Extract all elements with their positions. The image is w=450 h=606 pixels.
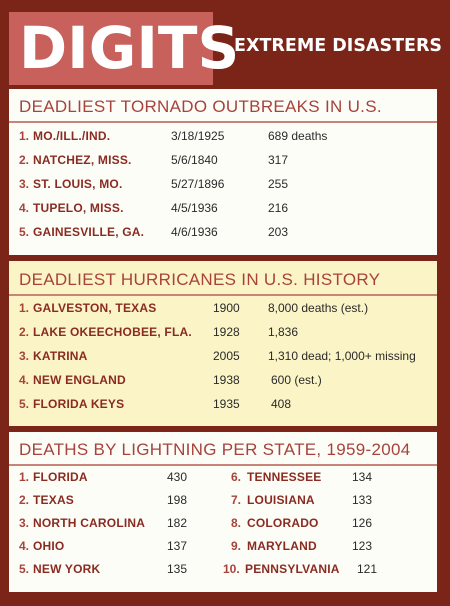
place: ST. LOUIS, MO. <box>33 177 123 191</box>
deaths: 216 <box>268 201 289 215</box>
year: 1928 <box>213 325 240 339</box>
year: 1900 <box>213 301 240 315</box>
table-row: 2. TEXAS 198 7. LOUISIANA 133 <box>9 490 437 510</box>
deaths: 134 <box>352 470 373 484</box>
deaths: 133 <box>352 493 373 507</box>
deaths: 255 <box>268 177 289 191</box>
digits-label: DIGITS <box>19 14 240 82</box>
state: TEXAS <box>33 493 75 507</box>
place: MO./ILL./IND. <box>33 129 111 143</box>
deaths: 203 <box>268 225 289 239</box>
deaths: 123 <box>352 539 373 553</box>
deaths: 137 <box>167 539 188 553</box>
state: OHIO <box>33 539 65 553</box>
tornado-panel: DEADLIEST TORNADO OUTBREAKS IN U.S. 1. M… <box>9 89 437 255</box>
table-row: 1. MO./ILL./IND. 3/18/1925 689 deaths <box>9 126 437 146</box>
rank: 5. <box>19 225 30 239</box>
rank: 5. <box>19 562 30 576</box>
deaths: 689 deaths <box>268 129 328 143</box>
table-row: 4. NEW ENGLAND 1938 600 (est.) <box>9 370 437 390</box>
deaths: 600 (est.) <box>271 373 322 387</box>
deaths: 198 <box>167 493 188 507</box>
date: 5/27/1896 <box>171 177 225 191</box>
rank: 5. <box>19 397 30 411</box>
rank: 1. <box>19 301 30 315</box>
state: COLORADO <box>247 516 319 530</box>
deaths: 1,310 dead; 1,000+ missing <box>268 349 416 363</box>
deaths: 8,000 deaths (est.) <box>268 301 369 315</box>
year: 1938 <box>213 373 240 387</box>
rank: 9. <box>231 539 242 553</box>
table-row: 5. FLORIDA KEYS 1935 408 <box>9 394 437 414</box>
year: 1935 <box>213 397 240 411</box>
deaths: 182 <box>167 516 188 530</box>
rank: 2. <box>19 493 30 507</box>
date: 4/6/1936 <box>171 225 218 239</box>
state: NEW YORK <box>33 562 101 576</box>
state: TENNESSEE <box>247 470 322 484</box>
state: PENNSYLVANIA <box>245 562 340 576</box>
state: LOUISIANA <box>247 493 315 507</box>
date: 5/6/1840 <box>171 153 218 167</box>
table-row: 5. NEW YORK 135 10. PENNSYLVANIA 121 <box>9 559 437 579</box>
state: MARYLAND <box>247 539 317 553</box>
hurricane-name: GALVESTON, TEXAS <box>33 301 157 315</box>
table-row: 3. NORTH CAROLINA 182 8. COLORADO 126 <box>9 513 437 533</box>
table-row: 2. LAKE OKEECHOBEE, FLA. 1928 1,836 <box>9 322 437 342</box>
rank: 1. <box>19 129 30 143</box>
place: NATCHEZ, MISS. <box>33 153 132 167</box>
place: TUPELO, MISS. <box>33 201 124 215</box>
rank: 2. <box>19 325 30 339</box>
deaths: 126 <box>352 516 373 530</box>
table-row: 4. TUPELO, MISS. 4/5/1936 216 <box>9 198 437 218</box>
hurricane-name: NEW ENGLAND <box>33 373 126 387</box>
table-row: 1. FLORIDA 430 6. TENNESSEE 134 <box>9 467 437 487</box>
rank: 4. <box>19 539 30 553</box>
rank: 3. <box>19 177 30 191</box>
rank: 1. <box>19 470 30 484</box>
header-title: EXTREME DISASTERS <box>234 36 443 56</box>
rank: 3. <box>19 516 30 530</box>
state: NORTH CAROLINA <box>33 516 146 530</box>
deaths: 317 <box>268 153 289 167</box>
deaths: 1,836 <box>268 325 299 339</box>
rank: 2. <box>19 153 30 167</box>
hurricane-name: FLORIDA KEYS <box>33 397 125 411</box>
deaths: 430 <box>167 470 188 484</box>
place: GAINESVILLE, GA. <box>33 225 145 239</box>
hurricane-title: DEADLIEST HURRICANES IN U.S. HISTORY <box>19 270 381 289</box>
table-row: 4. OHIO 137 9. MARYLAND 123 <box>9 536 437 556</box>
lightning-title: DEATHS BY LIGHTNING PER STATE, 1959-2004 <box>19 440 411 459</box>
deaths: 121 <box>357 562 378 576</box>
lightning-panel: DEATHS BY LIGHTNING PER STATE, 1959-2004… <box>9 432 437 592</box>
date: 3/18/1925 <box>171 129 225 143</box>
rank: 7. <box>231 493 242 507</box>
hurricane-divider <box>9 294 437 296</box>
rank: 4. <box>19 201 30 215</box>
date: 4/5/1936 <box>171 201 218 215</box>
table-row: 2. NATCHEZ, MISS. 5/6/1840 317 <box>9 150 437 170</box>
deaths: 408 <box>271 397 292 411</box>
lightning-divider <box>9 464 437 466</box>
rank: 4. <box>19 373 30 387</box>
digits-badge: DIGITS <box>9 12 239 85</box>
rank: 8. <box>231 516 242 530</box>
tornado-title: DEADLIEST TORNADO OUTBREAKS IN U.S. <box>19 97 382 116</box>
table-row: 3. KATRINA 2005 1,310 dead; 1,000+ missi… <box>9 346 437 366</box>
year: 2005 <box>213 349 240 363</box>
hurricane-name: LAKE OKEECHOBEE, FLA. <box>33 325 192 339</box>
table-row: 1. GALVESTON, TEXAS 1900 8,000 deaths (e… <box>9 298 437 318</box>
hurricane-name: KATRINA <box>33 349 88 363</box>
rank: 6. <box>231 470 242 484</box>
table-row: 5. GAINESVILLE, GA. 4/6/1936 203 <box>9 222 437 242</box>
tornado-divider <box>9 121 437 123</box>
table-row: 3. ST. LOUIS, MO. 5/27/1896 255 <box>9 174 437 194</box>
hurricane-panel: DEADLIEST HURRICANES IN U.S. HISTORY 1. … <box>9 261 437 426</box>
deaths: 135 <box>167 562 188 576</box>
state: FLORIDA <box>33 470 88 484</box>
rank: 3. <box>19 349 30 363</box>
rank: 10. <box>223 562 240 576</box>
